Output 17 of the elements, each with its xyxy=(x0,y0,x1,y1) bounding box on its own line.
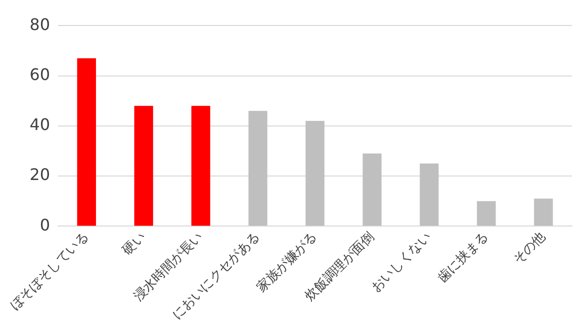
y-tick-label: 0 xyxy=(40,215,50,234)
y-tick-label: 60 xyxy=(30,64,50,84)
bar xyxy=(362,154,382,226)
bar xyxy=(476,201,496,226)
y-tick-label: 40 xyxy=(30,115,50,134)
y-tick-label: 80 xyxy=(30,14,50,34)
x-tick-label: 歯に挟まる xyxy=(434,229,492,286)
bar xyxy=(191,106,210,226)
bar xyxy=(77,58,96,226)
bar xyxy=(134,106,154,226)
y-tick-label: 20 xyxy=(30,165,50,184)
x-tick-label: 硬い xyxy=(120,229,149,258)
bar xyxy=(534,198,553,226)
bar xyxy=(248,110,268,226)
bar xyxy=(306,120,324,226)
x-tick-label: その他 xyxy=(510,229,549,268)
bar xyxy=(420,164,439,226)
